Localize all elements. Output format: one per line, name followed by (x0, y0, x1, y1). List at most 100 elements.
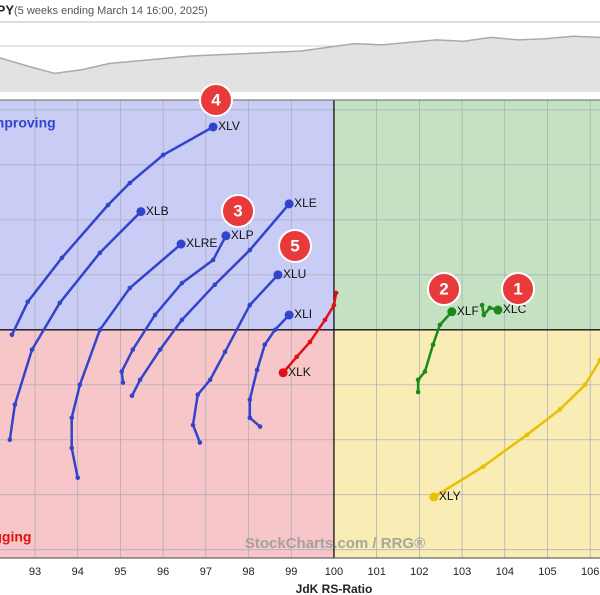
trail-point (322, 317, 328, 323)
trail-point (9, 332, 15, 338)
trail-point (272, 327, 278, 333)
head-point (429, 492, 439, 502)
trail-point (437, 322, 443, 328)
trail-point (127, 285, 133, 291)
x-tick-label: 106 (581, 566, 599, 578)
benchmark-area (0, 36, 600, 92)
trail-point (29, 347, 35, 352)
trail-point (190, 422, 196, 428)
head-point (273, 270, 283, 280)
trail-point (210, 257, 216, 263)
annotation-number: 1 (513, 279, 522, 298)
head-point (208, 122, 218, 132)
quadrant-label: Lagging (0, 529, 31, 545)
x-tick-label: 97 (200, 566, 212, 578)
trail-point (333, 290, 339, 296)
quadrant-lagging (0, 329, 334, 558)
trail-point (59, 255, 65, 261)
trail-point (25, 299, 31, 305)
trail-point (7, 437, 13, 443)
plot-area: Improving Lagging 93 94 95 96 97 98 99 100 101 102 1… (0, 83, 600, 578)
watermark: StockCharts.com / RRG® (245, 535, 425, 552)
trail-point (129, 393, 135, 399)
trail-point (105, 202, 111, 208)
head-point (221, 231, 231, 241)
annotation-number: 4 (211, 90, 221, 109)
trail-point (57, 300, 63, 306)
x-axis-label: JdK RS-Ratio (296, 582, 373, 595)
trail-point (127, 180, 133, 186)
trail-point (197, 440, 203, 445)
series-label: XLY (439, 489, 461, 503)
trail-point (212, 282, 218, 288)
trail-point (415, 377, 421, 383)
annotation-badge (427, 272, 461, 306)
trail-line (433, 359, 600, 499)
trail-point (120, 380, 126, 385)
head-point (447, 307, 457, 317)
series-label: XLU (283, 267, 306, 281)
head-point (493, 305, 503, 315)
x-tick-label: 96 (157, 566, 169, 578)
trail-point (254, 367, 260, 373)
series-label: XLI (294, 307, 312, 321)
trail-point (481, 312, 487, 318)
trail-point (137, 377, 143, 383)
trail-point (480, 464, 486, 470)
trail-point (247, 247, 253, 253)
trail-point (207, 377, 213, 383)
chart-title: SPY (0, 2, 14, 17)
trail-point (331, 302, 337, 308)
x-tick-label: 95 (114, 566, 126, 578)
quadrant-leading (333, 100, 600, 330)
x-tick-label: 103 (453, 566, 471, 578)
trail-point (119, 369, 125, 374)
trail-point (597, 357, 600, 363)
trail-point (582, 382, 588, 388)
trail-point (247, 397, 253, 402)
series-label: XLP (231, 228, 254, 242)
trail-point (75, 475, 81, 481)
trail-point (69, 415, 75, 421)
head-point (278, 368, 288, 378)
series-label: XLV (218, 119, 240, 133)
annotation-number: 5 (290, 236, 299, 255)
x-tick-label: 105 (538, 566, 556, 578)
annotation-badge (278, 229, 312, 263)
trail-point (430, 342, 436, 347)
trail-point (77, 382, 83, 388)
trail-point (69, 445, 75, 451)
quadrant-weakening (333, 329, 600, 558)
head-point (176, 239, 186, 249)
annotation-badge (199, 83, 233, 117)
trail-point (415, 389, 421, 395)
trail-point (97, 250, 103, 256)
trail-point (247, 302, 253, 308)
trail-point (294, 354, 300, 360)
trail-point (152, 312, 158, 318)
x-tick-label: 99 (285, 566, 297, 578)
trail-point (262, 342, 268, 347)
x-tick-label: 93 (29, 566, 41, 578)
trail-point (257, 424, 263, 429)
trail-point (247, 415, 253, 421)
trail-point (524, 432, 530, 438)
x-tick-label: 94 (72, 566, 84, 578)
trail-point (130, 347, 136, 352)
benchmark-panel (0, 21, 600, 92)
head-point (284, 310, 294, 320)
annotation-badge (501, 272, 535, 306)
trail-point (12, 402, 18, 407)
annotation-badge (221, 194, 255, 228)
head-point (284, 199, 294, 209)
series-label: XLE (294, 196, 317, 210)
trail-point (422, 369, 428, 374)
quadrant-label: Improving (0, 115, 56, 131)
chart-subtitle: (5 weeks ending March 14 16:00, 2025) (14, 5, 208, 17)
trail-point (487, 305, 493, 311)
x-tick-label: 100 (325, 566, 343, 578)
trail-point (179, 280, 185, 286)
series-label: XLF (457, 304, 479, 318)
trail-point (179, 317, 185, 323)
